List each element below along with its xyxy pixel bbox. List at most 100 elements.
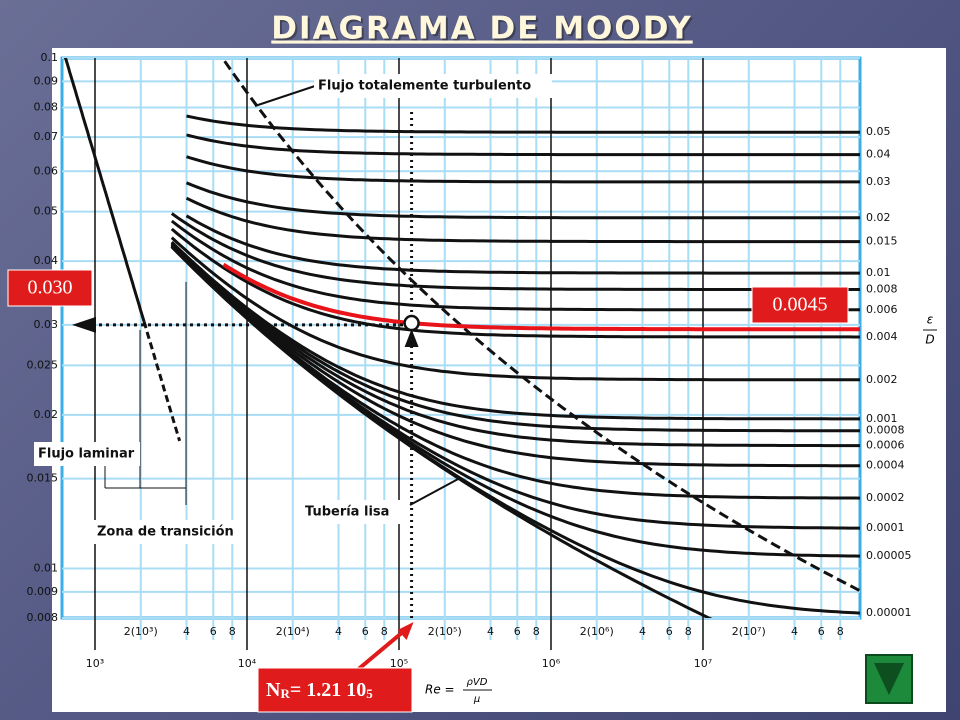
- x-tick-label: 4: [639, 625, 646, 638]
- roughness-curve: [186, 155, 860, 184]
- x-tick-label: 10⁷: [694, 657, 712, 670]
- highlight-curve: [222, 262, 860, 332]
- x-tick-label: 8: [381, 625, 388, 638]
- x-tick-label: 8: [837, 625, 844, 638]
- reynolds-part: = 1.21 10: [290, 679, 366, 701]
- re-label: Re =: [425, 683, 455, 697]
- smooth-pointer: [409, 477, 461, 506]
- roughness-curve: [170, 227, 860, 339]
- roughness-label: 0.0008: [866, 424, 905, 437]
- reynolds-part: R: [280, 686, 290, 701]
- arrow-head: [404, 329, 419, 348]
- x-tick-label: 8: [685, 625, 692, 638]
- y-tick-label: 0.05: [34, 205, 59, 218]
- callout-box: [7, 269, 93, 307]
- x-tick-label: 6: [666, 625, 673, 638]
- roughness-curve: [185, 181, 860, 220]
- nav-button[interactable]: [865, 654, 913, 704]
- arrow-head: [72, 316, 96, 333]
- smooth-label: Tubería lisa: [305, 505, 389, 520]
- nav-button-icon[interactable]: [874, 663, 904, 695]
- laminar-line: [63, 58, 146, 322]
- roughness-curve: [185, 196, 860, 244]
- reynolds-pointer: [353, 626, 409, 674]
- y-tick-label: 0.015: [27, 472, 59, 485]
- x-tick-label: 4: [487, 625, 494, 638]
- y-tick-label: 0.09: [34, 74, 59, 87]
- turbulent-pointer: [254, 85, 316, 107]
- x-tick-label: 4: [791, 625, 798, 638]
- roughness-label: 0.0001: [866, 521, 905, 534]
- roughness-curve: [185, 214, 860, 275]
- label-bg: [93, 520, 245, 544]
- roughness-label: 0.0004: [866, 459, 905, 472]
- title-shadow: DIAGRAMA DE MOODY: [273, 13, 694, 49]
- label-bg: [34, 442, 140, 466]
- y-tick-label: 0.01: [34, 562, 59, 575]
- transition-label: Zona de transición: [97, 525, 234, 540]
- x-tick-label: 10⁴: [238, 657, 257, 670]
- reynolds-part: N: [266, 679, 281, 701]
- re-formula-top: ρVD: [467, 677, 488, 688]
- turbulent-label: Flujo totalemente turbulento: [318, 79, 531, 94]
- roughness-label: 0.05: [866, 125, 891, 138]
- roughness-curve: [170, 219, 860, 312]
- smooth-pipe-curve: [170, 245, 713, 618]
- x-tick-label: 2(10⁴): [276, 625, 310, 638]
- y-tick-label: 0.02: [34, 408, 59, 421]
- roughness-axis-bottom: D: [925, 333, 934, 347]
- label-bg: [314, 74, 552, 98]
- x-tick-label: 2(10⁷): [732, 625, 766, 638]
- roughness-callout: 0.0045: [773, 294, 828, 316]
- x-tick-label: 8: [533, 625, 540, 638]
- reynolds-part: 5: [366, 686, 373, 701]
- roughness-label: 0.00005: [866, 549, 912, 562]
- arrow-head: [397, 622, 414, 640]
- roughness-curve: [170, 242, 860, 448]
- roughness-curve: [170, 212, 860, 291]
- title: DIAGRAMA DE MOODY: [271, 11, 692, 47]
- roughness-label: 0.002: [866, 373, 898, 386]
- roughness-axis-top: ε: [927, 313, 934, 327]
- x-tick-label: 2(10³): [124, 625, 158, 638]
- laminar-label: Flujo laminar: [38, 447, 135, 462]
- roughness-label: 0.001: [866, 412, 898, 425]
- callout-box: [751, 286, 849, 324]
- roughness-label: 0.0006: [866, 439, 905, 452]
- y-tick-label: 0.008: [27, 611, 59, 624]
- x-tick-label: 10⁵: [390, 657, 408, 670]
- turbulent-boundary: [220, 58, 860, 593]
- x-tick-label: 6: [362, 625, 369, 638]
- x-tick-label: 10⁶: [542, 657, 561, 670]
- roughness-curve: [170, 243, 860, 468]
- roughness-label: 0.03: [866, 175, 891, 188]
- y-tick-label: 0.025: [27, 358, 59, 371]
- y-tick-label: 0.08: [34, 100, 59, 113]
- roughness-curve: [186, 133, 860, 157]
- x-tick-label: 6: [514, 625, 521, 638]
- roughness-label: 0.01: [866, 266, 891, 279]
- y-tick-label: 0.06: [34, 164, 59, 177]
- y-tick-label: 0.03: [34, 318, 59, 331]
- x-tick-label: 2(10⁵): [428, 625, 462, 638]
- roughness-curve: [186, 114, 860, 134]
- laminar-extension: [142, 320, 182, 442]
- roughness-label: 0.0002: [866, 491, 905, 504]
- friction-callout: 0.030: [28, 277, 73, 299]
- roughness-label: 0.006: [866, 303, 898, 316]
- roughness-label: 0.004: [866, 330, 898, 343]
- y-tick-label: 0.04: [34, 254, 59, 267]
- roughness-curve: [170, 241, 860, 421]
- roughness-label: 0.00001: [866, 606, 912, 619]
- y-tick-label: 0.1: [41, 51, 59, 64]
- roughness-curve: [170, 241, 860, 433]
- x-tick-label: 10³: [86, 657, 104, 670]
- x-tick-label: 6: [818, 625, 825, 638]
- roughness-label: 0.02: [866, 211, 891, 224]
- roughness-label: 0.008: [866, 283, 898, 296]
- callout-box: [257, 667, 413, 713]
- operating-point: [403, 314, 420, 332]
- y-tick-label: 0.07: [34, 130, 59, 143]
